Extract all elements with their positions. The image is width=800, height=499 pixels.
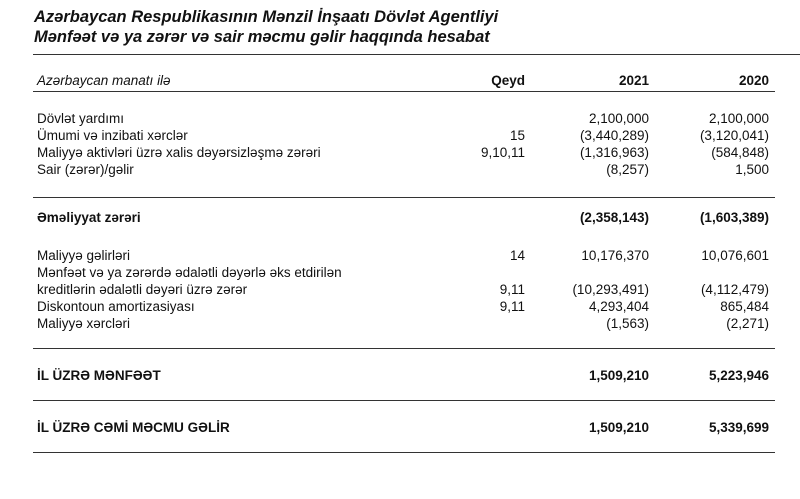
note-column-header: Qeyd — [491, 73, 525, 88]
table-row: İL ÜZRƏ MƏNFƏƏT 1,509,210 5,223,946 — [0, 367, 800, 384]
row-note: 15 — [509, 128, 525, 143]
row-label: Dövlət yardımı — [37, 111, 125, 126]
row-label: Ümumi və inzibati xərclər — [37, 128, 188, 143]
divider — [33, 400, 775, 401]
value-2020: (4,112,479) — [700, 282, 769, 297]
row-label: İL ÜZRƏ CƏMİ MƏCMU GƏLİR — [37, 420, 230, 435]
divider — [33, 197, 775, 198]
value-2020: 1,500 — [735, 162, 769, 177]
value-2020: (3,120,041) — [699, 128, 769, 143]
divider — [33, 348, 775, 349]
report-subtitle: Mənfəət və ya zərər və sair məcmu gəlir … — [34, 28, 490, 46]
table-row: Ümumi və inzibati xərclər 15 (3,440,289) (3… — [0, 127, 800, 144]
table-row: İL ÜZRƏ CƏMİ MƏCMU GƏLİR 1,509,210 5,339,6… — [0, 419, 800, 436]
value-2021: 1,509,210 — [588, 368, 649, 383]
table-row: Dövlət yardımı 2,100,000 2,100,000 — [0, 110, 800, 127]
title-divider — [33, 54, 800, 55]
table-row: Mənfəət və ya zərərdə ədalətli dəyərlə ə… — [0, 264, 800, 281]
report-entity-title: Azərbaycan Respublikasının Mənzil İnşaat… — [34, 8, 499, 26]
value-2020: 865,484 — [720, 299, 769, 314]
value-2020: (2,271) — [726, 316, 769, 331]
value-2020: (584,848) — [711, 145, 769, 160]
row-label: Sair (zərər)/gəlir — [37, 162, 134, 177]
table-row: Maliyyə gəlirləri 14 10,176,370 10,076,601 — [0, 247, 800, 264]
value-2020: (1,603,389) — [699, 210, 769, 225]
value-2021: (8,257) — [606, 162, 649, 177]
year-2021-header: 2021 — [618, 73, 649, 88]
row-label: kreditlərin ədalətli dəyəri üzrə zərər — [37, 282, 248, 297]
value-2021: 10,176,370 — [581, 248, 649, 263]
value-2021: (1,316,963) — [579, 145, 649, 160]
row-label: Mənfəət və ya zərərdə ədalətli dəyərlə ə… — [37, 265, 342, 280]
value-2021: (3,440,289) — [579, 128, 649, 143]
table-row: Maliyyə xərcləri (1,563) (2,271) — [0, 315, 800, 332]
row-note: 9,10,11 — [480, 145, 525, 160]
row-label: Diskontoun amortizasiyası — [37, 299, 195, 314]
value-2021: 2,100,000 — [588, 111, 649, 126]
table-row: kreditlərin ədalətli dəyəri üzrə zərər 9,… — [0, 281, 800, 298]
currency-label: Azərbaycan manatı ilə — [37, 73, 171, 88]
row-note: 9,11 — [499, 299, 525, 314]
row-label: Maliyyə gəlirləri — [37, 248, 131, 263]
table-row: Maliyyə aktivləri üzrə xalis dəyərsizləş… — [0, 144, 800, 161]
table-row: Əməliyyat zərəri (2,358,143) (1,603,389) — [0, 209, 800, 226]
value-2020: 2,100,000 — [708, 111, 769, 126]
table-row: Diskontoun amortizasiyası 9,11 4,293,404 86… — [0, 298, 800, 315]
year-2020-header: 2020 — [738, 73, 769, 88]
row-label: Maliyyə xərcləri — [37, 316, 131, 331]
value-2020: 10,076,601 — [701, 248, 769, 263]
value-2020: 5,339,699 — [708, 420, 769, 435]
table-row: Sair (zərər)/gəlir (8,257) 1,500 — [0, 161, 800, 178]
row-label: İL ÜZRƏ MƏNFƏƏT — [37, 368, 161, 383]
value-2021: (10,293,491) — [572, 282, 649, 297]
column-header-row: Azərbaycan manatı ilə Qeyd 2021 2020 — [0, 72, 800, 89]
row-label: Maliyyə aktivləri üzrə xalis dəyərsizləş… — [37, 145, 321, 160]
row-note: 14 — [509, 248, 525, 263]
value-2021: 4,293,404 — [588, 299, 649, 314]
row-label: Əməliyyat zərəri — [37, 210, 141, 225]
value-2021: (2,358,143) — [579, 210, 649, 225]
divider — [33, 452, 775, 453]
row-note: 9,11 — [499, 282, 525, 297]
value-2021: 1,509,210 — [588, 420, 649, 435]
header-divider — [33, 91, 775, 92]
value-2020: 5,223,946 — [708, 368, 769, 383]
value-2021: (1,563) — [606, 316, 649, 331]
